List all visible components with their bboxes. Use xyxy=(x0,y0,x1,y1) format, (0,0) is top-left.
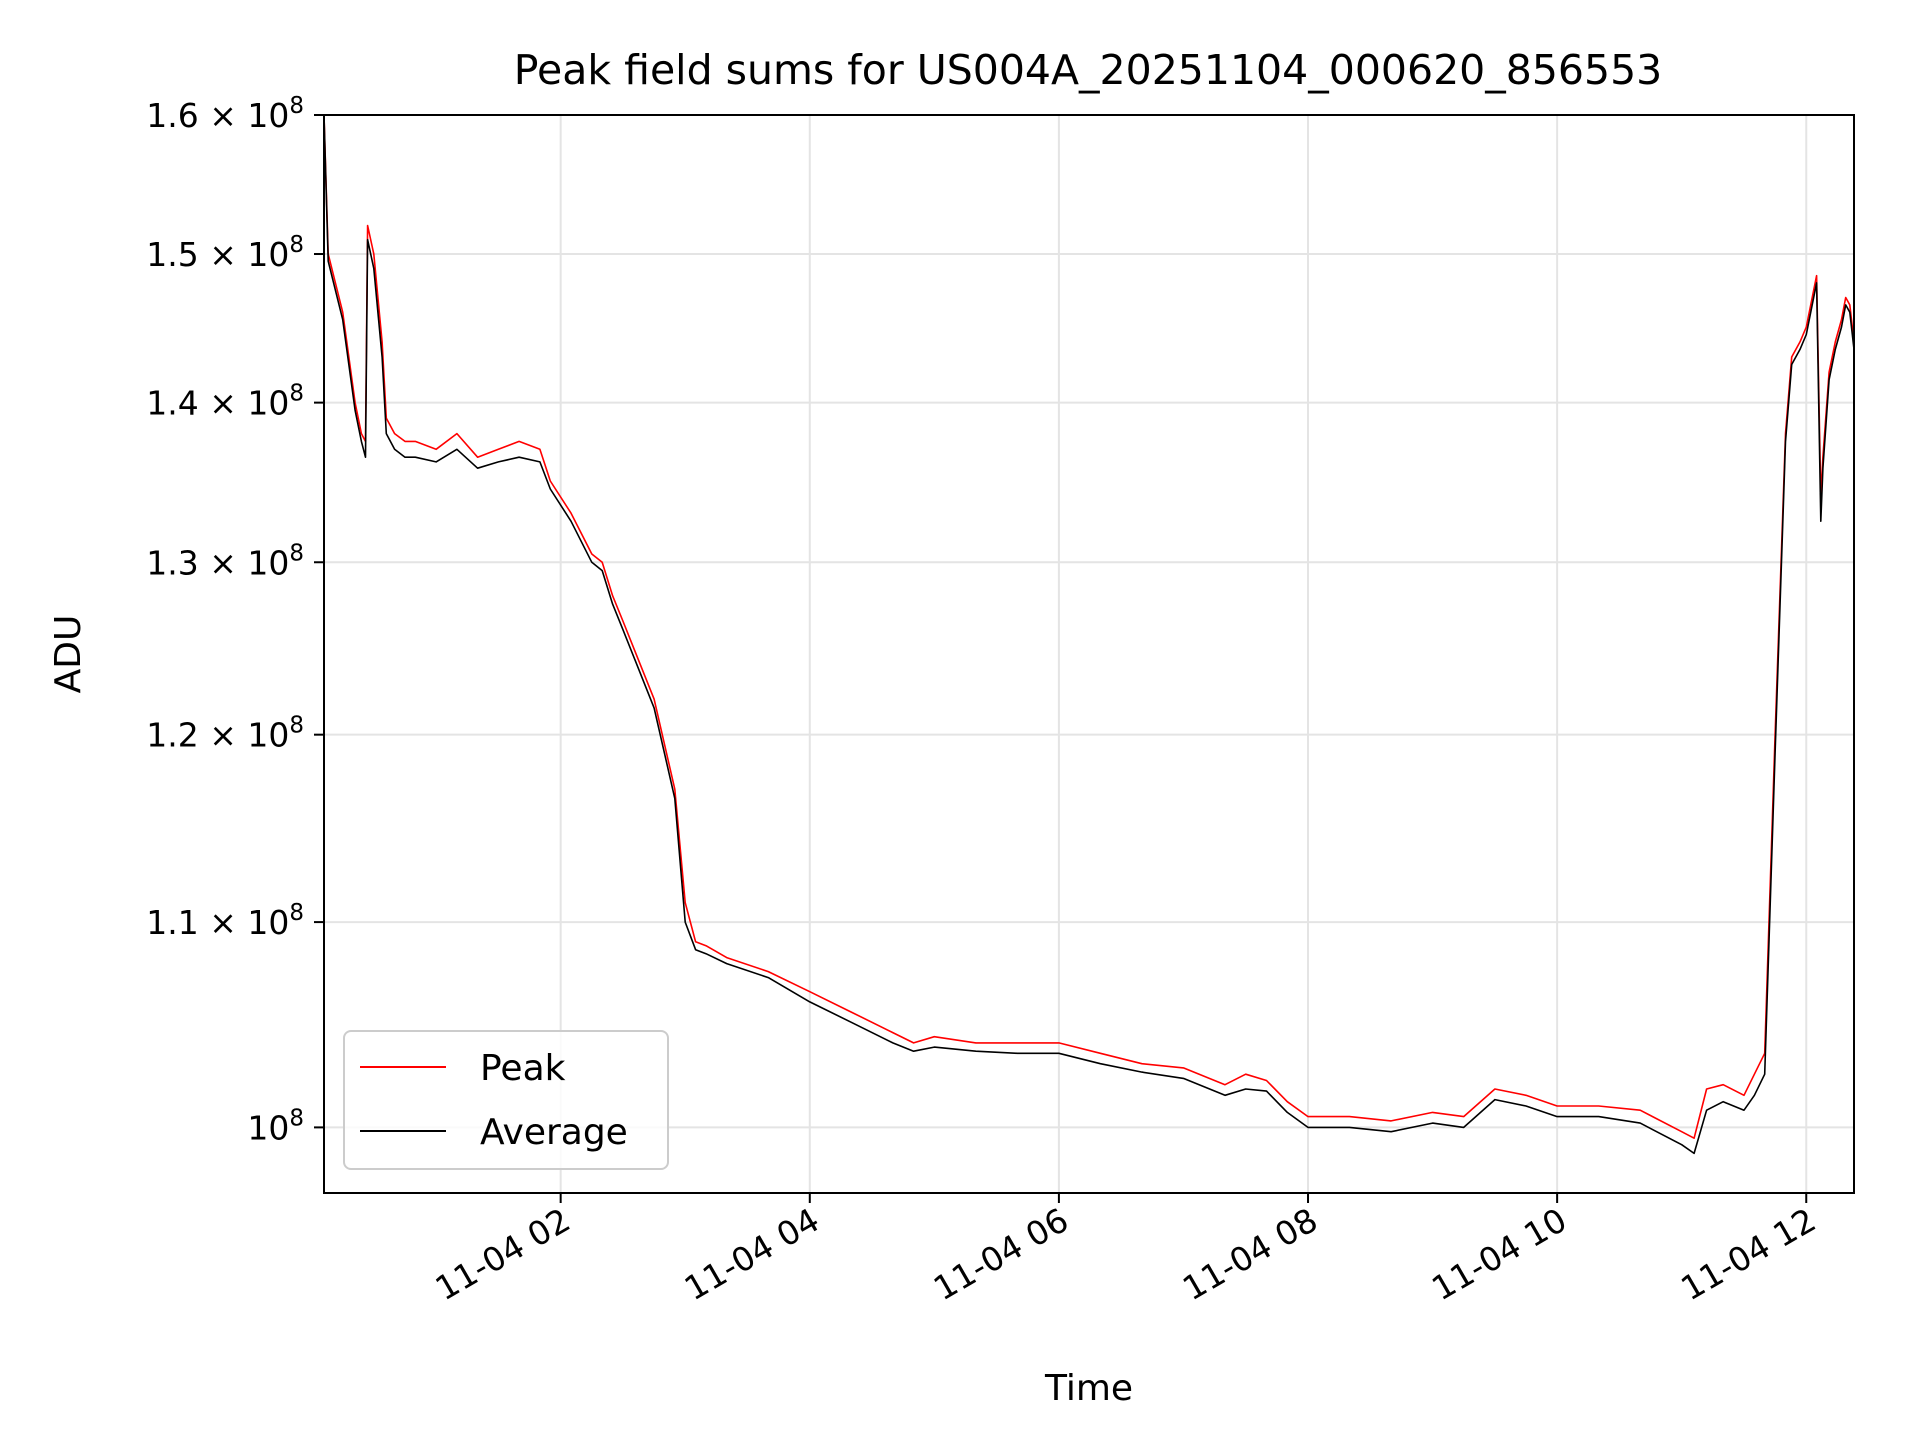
x-axis-label: Time xyxy=(1044,1368,1133,1409)
plot-frame xyxy=(323,114,1855,1194)
legend-box xyxy=(343,1030,669,1170)
y-tick-base: 1.3 × 10 xyxy=(146,543,289,582)
y-tick-exponent: 8 xyxy=(289,713,304,739)
y-tick-label: 108 xyxy=(247,1105,304,1147)
series-line-average xyxy=(324,115,1854,1155)
y-tick-exponent: 8 xyxy=(289,93,304,119)
series-layer xyxy=(324,115,1854,1155)
y-tick-base: 1.6 × 10 xyxy=(146,96,289,135)
legend: Peak Average xyxy=(343,1030,669,1170)
legend-label-average: Average xyxy=(480,1112,628,1153)
legend-label-peak: Peak xyxy=(480,1048,566,1089)
y-tick-exponent: 8 xyxy=(289,540,304,566)
y-axis-label: ADU xyxy=(48,615,89,694)
y-tick-label: 1.3 × 108 xyxy=(146,540,304,582)
y-tick-base: 1.1 × 10 xyxy=(146,903,289,942)
y-tick-exponent: 8 xyxy=(289,232,304,258)
y-tick-exponent: 8 xyxy=(289,900,304,926)
y-tick-label: 1.2 × 108 xyxy=(146,713,304,755)
grid xyxy=(324,114,1854,1193)
y-tick-exponent: 8 xyxy=(289,381,304,407)
y-tick-label: 1.5 × 108 xyxy=(146,232,304,274)
y-tick-label: 1.1 × 108 xyxy=(146,900,304,942)
y-tick-base: 1.5 × 10 xyxy=(146,235,289,274)
y-tick-base: 1.2 × 10 xyxy=(146,716,289,755)
y-tick-base: 1.4 × 10 xyxy=(146,384,289,423)
y-tick-label: 1.4 × 108 xyxy=(146,381,304,423)
y-tick-base: 10 xyxy=(247,1108,289,1147)
chart-title: Peak field sums for US004A_20251104_0006… xyxy=(514,46,1663,94)
y-tick-exponent: 8 xyxy=(289,1105,304,1131)
y-tick-label: 1.6 × 108 xyxy=(146,93,304,135)
